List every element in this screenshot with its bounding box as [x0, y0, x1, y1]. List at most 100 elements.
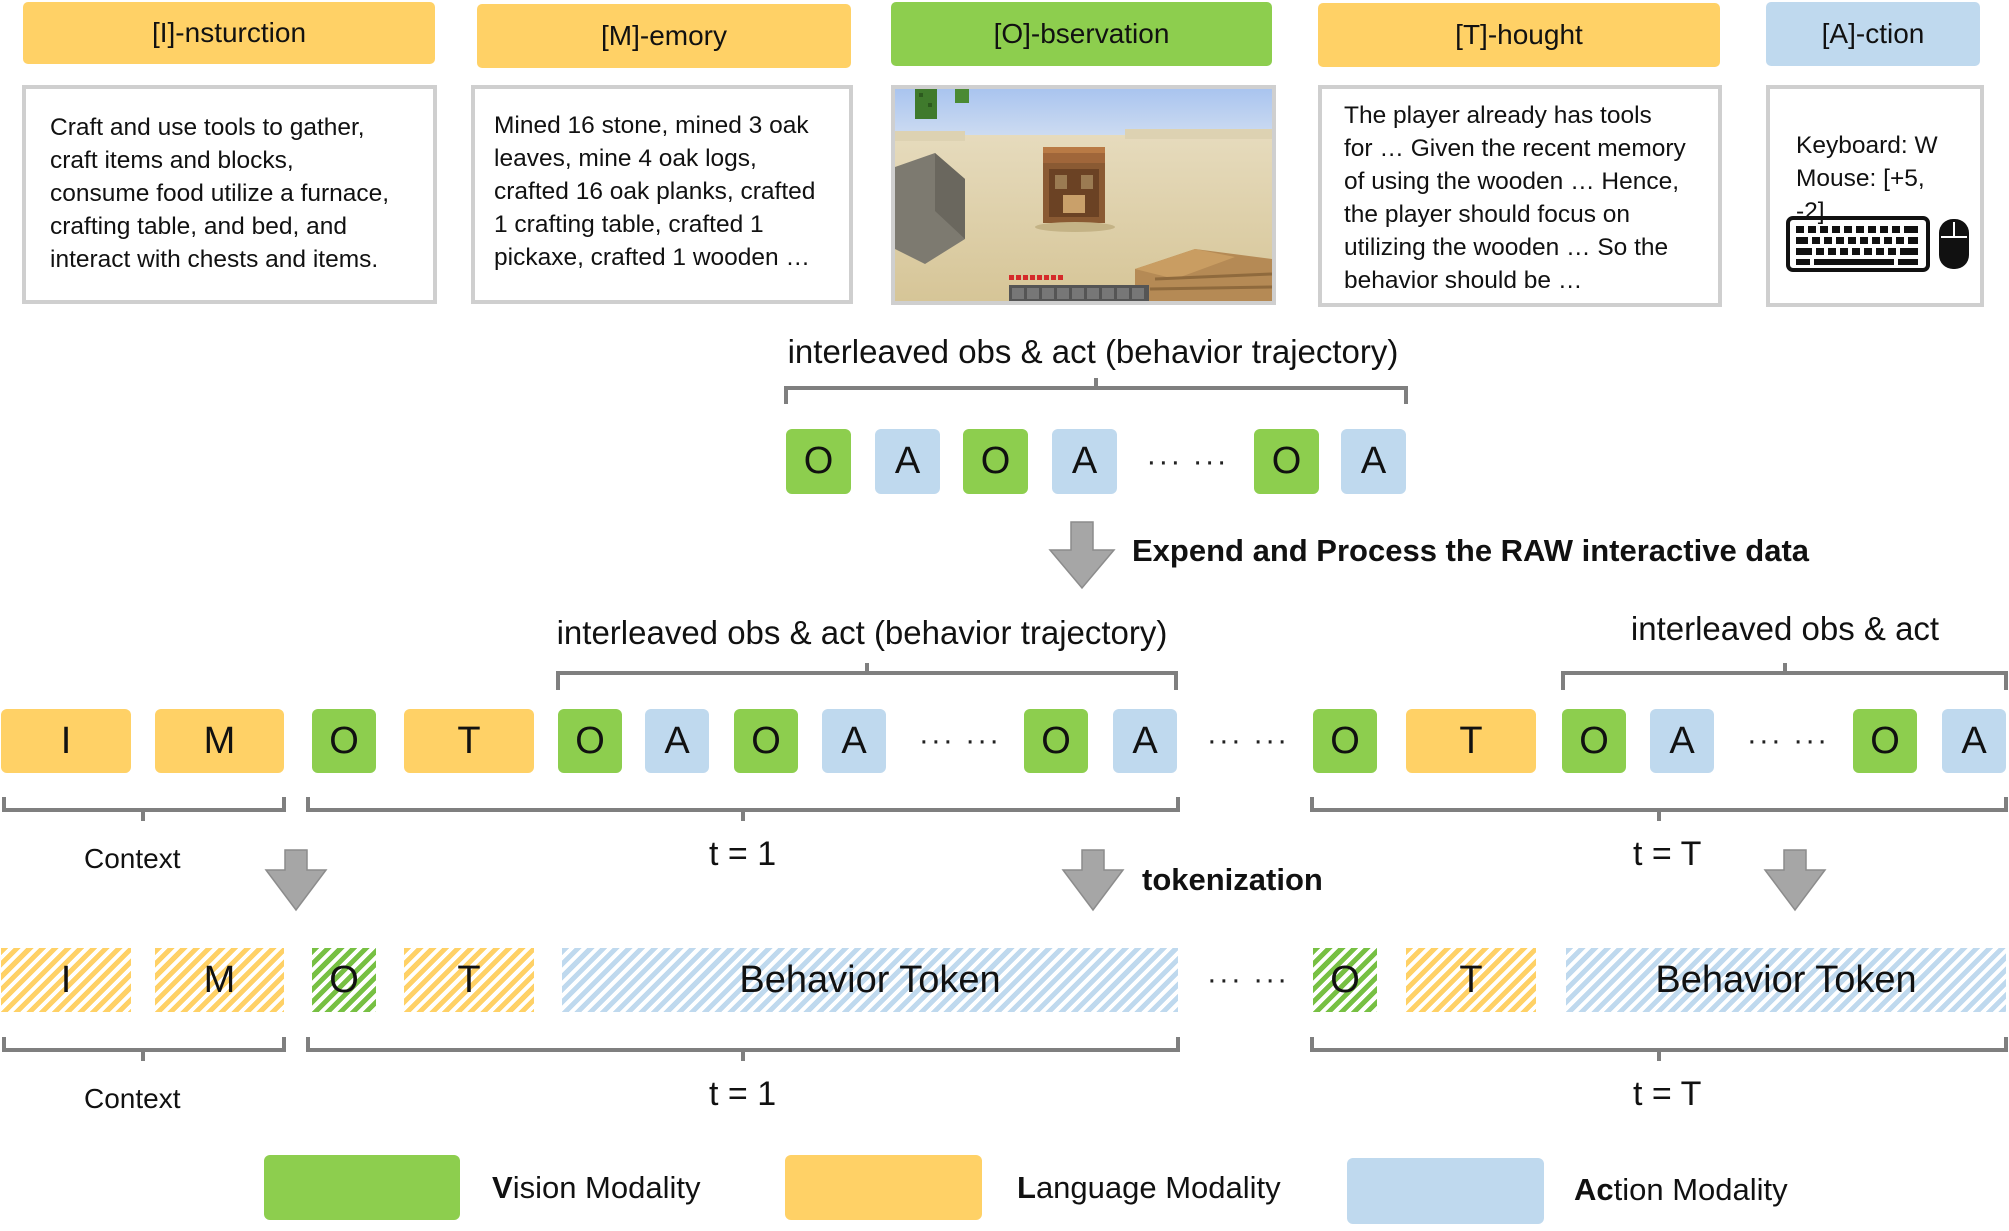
context-label-1: Context — [84, 843, 181, 874]
t1-label-1: t = 1 — [709, 835, 777, 873]
legend-action-swatch — [1347, 1158, 1544, 1224]
thought-line: for … Given the recent memory — [1344, 135, 1686, 162]
expand-arrow — [1048, 521, 1116, 590]
top-token-observation: O — [1254, 429, 1319, 494]
legend-language-label: Language Modality — [1017, 1170, 1281, 1206]
thought-line: behavior should be … — [1344, 267, 1583, 294]
row1-token-action: A — [1650, 709, 1714, 773]
legend-vision-label: Vision Modality — [492, 1170, 701, 1206]
thought-line: utilizing the wooden … So the — [1344, 234, 1669, 261]
expand-process-label: Expend and Process the RAW interactive d… — [1132, 533, 1810, 568]
legend-vision-swatch — [264, 1155, 460, 1220]
memory-line: 1 crafting table, crafted 1 — [494, 211, 764, 238]
row1-token-action: A — [645, 709, 709, 773]
instruction-line: Craft and use tools to gather, — [50, 114, 365, 141]
row1-ellipsis: ··· ··· — [1206, 724, 1290, 757]
top-trajectory-label: interleaved obs & act (behavior trajecto… — [787, 333, 1399, 370]
right-trajectory-label: interleaved obs & act — [1630, 610, 1940, 647]
legend-action-initial: Ac — [1574, 1172, 1614, 1207]
row2-token-thought: T — [1406, 948, 1536, 1012]
legend-language-swatch — [785, 1155, 982, 1220]
row1-token-observation: O — [1313, 709, 1377, 773]
row2-behavior-token: Behavior Token — [562, 948, 1178, 1012]
row2-token-observation: O — [312, 948, 376, 1012]
context-label-2: Context — [84, 1083, 181, 1114]
keyboard-icon — [1786, 216, 1930, 272]
right-trajectory-bracket — [1561, 663, 2008, 690]
thought-line: of using the wooden … Hence, — [1344, 168, 1680, 195]
header-thought: [T]-hought — [1318, 3, 1720, 67]
tokenize-arrow-tT — [1763, 849, 1827, 912]
row1-token-observation: O — [734, 709, 798, 773]
thought-line: the player should focus on — [1344, 201, 1631, 228]
tT-label-1: t = T — [1633, 835, 1702, 873]
legend-language-initial: L — [1017, 1170, 1036, 1205]
t1-bracket-1 — [306, 797, 1180, 821]
instruction-panel: Craft and use tools to gather, craft ite… — [22, 85, 437, 304]
top-trajectory-bracket — [784, 378, 1408, 404]
memory-line: crafted 16 oak planks, crafted — [494, 178, 816, 205]
top-token-observation: O — [963, 429, 1028, 494]
row2-ellipsis: ··· ··· — [1206, 963, 1290, 996]
row1-token-thought: T — [1406, 709, 1536, 773]
memory-panel: Mined 16 stone, mined 3 oak leaves, mine… — [471, 85, 853, 304]
row1-token-action: A — [1113, 709, 1177, 773]
row1-token-action: A — [1942, 709, 2006, 773]
row1-token-memory: M — [155, 709, 284, 773]
row2-token-memory: M — [155, 948, 284, 1012]
t1-bracket-2 — [306, 1037, 1180, 1061]
header-observation: [O]-bservation — [891, 2, 1272, 66]
top-ellipsis: ··· ··· — [1146, 444, 1229, 478]
thought-line: The player already has tools — [1344, 102, 1652, 129]
row1-token-observation: O — [1562, 709, 1626, 773]
t1-label-2: t = 1 — [709, 1075, 777, 1113]
header-action: [A]-ction — [1766, 2, 1980, 66]
row2-behavior-token: Behavior Token — [1566, 948, 2006, 1012]
instruction-line: consume food utilize a furnace, — [50, 180, 390, 207]
row1-token-instruction: I — [1, 709, 131, 773]
legend-language-rest: anguage Modality — [1035, 1170, 1281, 1205]
top-token-action: A — [1341, 429, 1406, 494]
tokenization-label: tokenization — [1142, 862, 1323, 897]
top-token-observation: O — [786, 429, 851, 494]
tT-label-2: t = T — [1633, 1075, 1702, 1113]
instruction-line: crafting table, and bed, and — [50, 213, 347, 240]
action-keyboard-line: Keyboard: W — [1796, 132, 1938, 159]
memory-line: leaves, mine 4 oak logs, — [494, 145, 757, 172]
row1-token-observation: O — [312, 709, 376, 773]
memory-line: pickaxe, crafted 1 wooden … — [494, 244, 810, 271]
context-bracket-1 — [2, 797, 286, 821]
legend-action-label: Action Modality — [1574, 1172, 1788, 1208]
row2-token-thought: T — [404, 948, 534, 1012]
row2-token-instruction: I — [1, 948, 131, 1012]
thought-panel: The player already has tools for … Given… — [1318, 85, 1722, 307]
mid-trajectory-bracket — [556, 663, 1178, 690]
tT-bracket-2 — [1310, 1037, 2008, 1061]
row1-token-observation: O — [1024, 709, 1088, 773]
tokenize-arrow-context — [264, 849, 328, 912]
tT-bracket-1 — [1310, 797, 2008, 821]
instruction-line: craft items and blocks, — [50, 147, 294, 174]
minecraft-scene — [895, 89, 1272, 301]
legend-action-rest: tion Modality — [1613, 1172, 1788, 1207]
header-memory: [M]-emory — [477, 4, 851, 68]
observation-game-image — [891, 85, 1276, 305]
header-instruction: [I]-nsturction — [23, 2, 435, 64]
row1-ellipsis: ··· ··· — [918, 724, 1002, 757]
instruction-line: interact with chests and items. — [50, 246, 379, 273]
tokenize-arrow-t1 — [1061, 849, 1125, 912]
row1-ellipsis: ··· ··· — [1746, 724, 1830, 757]
row1-token-thought: T — [404, 709, 534, 773]
row1-token-action: A — [822, 709, 886, 773]
row2-token-observation: O — [1313, 948, 1377, 1012]
context-bracket-2 — [2, 1037, 286, 1061]
top-token-action: A — [1052, 429, 1117, 494]
mouse-icon — [1939, 219, 1969, 269]
row1-token-observation: O — [558, 709, 622, 773]
row1-token-observation: O — [1853, 709, 1917, 773]
legend-vision-initial: V — [492, 1170, 513, 1205]
legend-vision-rest: ision Modality — [512, 1170, 701, 1205]
top-token-action: A — [875, 429, 940, 494]
